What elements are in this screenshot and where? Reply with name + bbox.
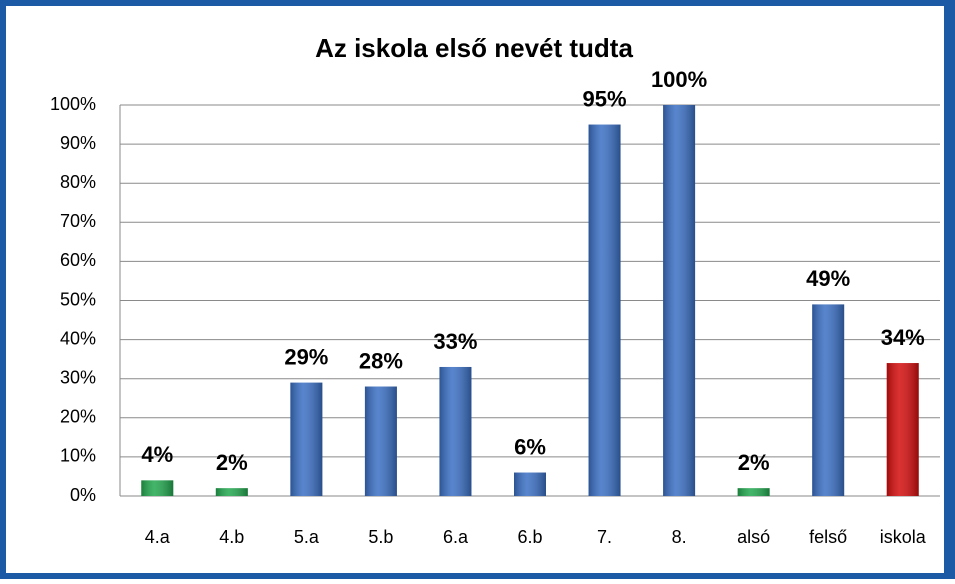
data-label: 33%: [433, 329, 477, 354]
x-tick-label: 5.b: [368, 527, 393, 547]
bar-shade: [737, 488, 770, 496]
x-tick-label: iskola: [880, 527, 927, 547]
data-label: 49%: [806, 266, 850, 291]
x-tick-label: alsó: [737, 527, 770, 547]
x-tick-label: 6.b: [517, 527, 542, 547]
data-label: 29%: [284, 344, 328, 369]
bar-shade: [514, 472, 546, 496]
data-label: 100%: [651, 67, 707, 92]
y-tick-label: 20%: [60, 407, 96, 427]
x-tick-label: 6.a: [443, 527, 469, 547]
y-tick-label: 60%: [60, 250, 96, 270]
x-tick-label: 8.: [672, 527, 687, 547]
bar-shade: [812, 304, 845, 496]
bar-shade: [364, 386, 397, 496]
y-tick-label: 0%: [70, 485, 96, 505]
x-tick-label: 7.: [597, 527, 612, 547]
y-tick-label: 90%: [60, 133, 96, 153]
data-label: 6%: [514, 434, 546, 459]
bar-shade: [439, 366, 472, 496]
y-tick-label: 100%: [50, 94, 96, 114]
y-tick-label: 10%: [60, 446, 96, 466]
data-label: 34%: [881, 325, 925, 350]
chart-title: Az iskola első nevét tudta: [315, 33, 633, 63]
y-tick-label: 40%: [60, 328, 96, 348]
bar-shade: [215, 488, 248, 496]
data-label: 28%: [359, 348, 403, 373]
bar-shade: [141, 480, 174, 496]
data-label: 2%: [738, 450, 770, 475]
bar-shade: [886, 363, 919, 496]
data-label: 2%: [216, 450, 248, 475]
bar-shade: [588, 124, 621, 497]
background: [6, 6, 944, 573]
y-tick-label: 70%: [60, 211, 96, 231]
x-tick-label: felső: [809, 527, 847, 547]
data-label: 4%: [141, 442, 173, 467]
y-tick-label: 80%: [60, 172, 96, 192]
bar-shade: [290, 382, 323, 496]
data-label: 95%: [583, 86, 627, 111]
x-tick-label: 4.b: [219, 527, 244, 547]
y-tick-label: 50%: [60, 289, 96, 309]
x-tick-label: 5.a: [294, 527, 320, 547]
bar-shade: [663, 105, 696, 496]
x-tick-label: 4.a: [145, 527, 171, 547]
y-tick-label: 30%: [60, 367, 96, 387]
